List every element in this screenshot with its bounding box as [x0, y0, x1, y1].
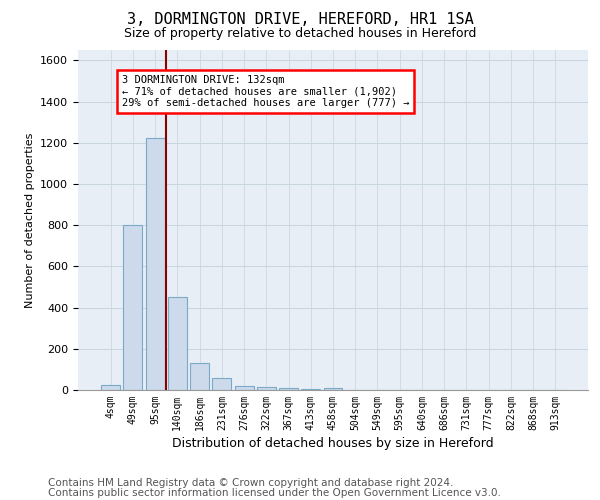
X-axis label: Distribution of detached houses by size in Hereford: Distribution of detached houses by size … — [172, 437, 494, 450]
Text: 3, DORMINGTON DRIVE, HEREFORD, HR1 1SA: 3, DORMINGTON DRIVE, HEREFORD, HR1 1SA — [127, 12, 473, 28]
Bar — [190, 363, 209, 390]
Text: 3 DORMINGTON DRIVE: 132sqm
← 71% of detached houses are smaller (1,902)
29% of s: 3 DORMINGTON DRIVE: 132sqm ← 71% of deta… — [122, 74, 409, 108]
Text: Contains public sector information licensed under the Open Government Licence v3: Contains public sector information licen… — [48, 488, 501, 498]
Bar — [146, 138, 164, 390]
Bar — [124, 225, 142, 390]
Bar — [101, 385, 120, 390]
Bar — [235, 386, 254, 390]
Bar — [257, 387, 276, 390]
Bar — [279, 388, 298, 390]
Text: Size of property relative to detached houses in Hereford: Size of property relative to detached ho… — [124, 28, 476, 40]
Bar — [323, 388, 343, 390]
Text: Contains HM Land Registry data © Crown copyright and database right 2024.: Contains HM Land Registry data © Crown c… — [48, 478, 454, 488]
Bar — [212, 378, 231, 390]
Y-axis label: Number of detached properties: Number of detached properties — [25, 132, 35, 308]
Bar — [168, 298, 187, 390]
Bar — [301, 389, 320, 390]
